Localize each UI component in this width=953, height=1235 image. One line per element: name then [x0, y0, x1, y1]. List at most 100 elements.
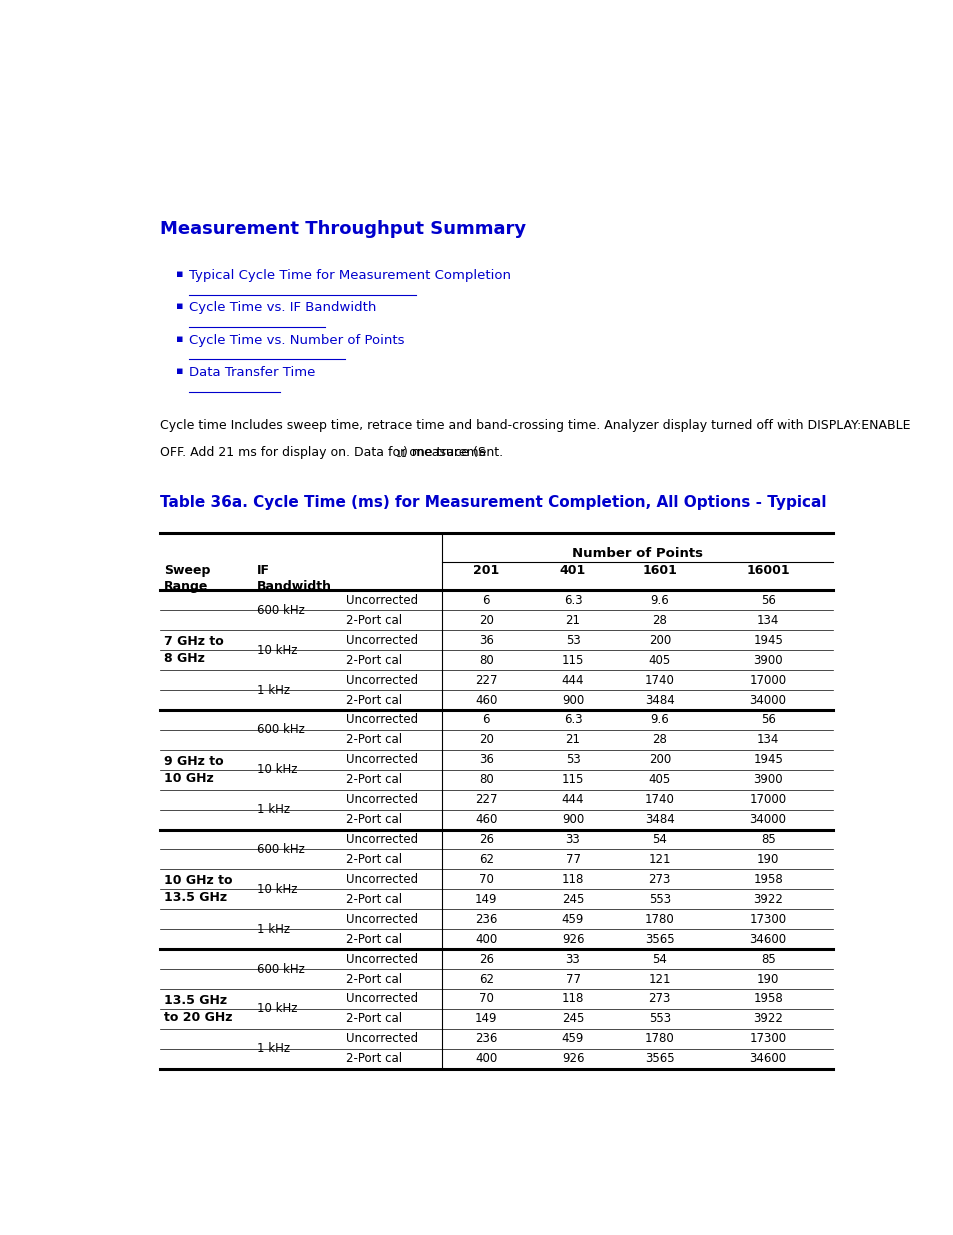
- Text: 2-Port cal: 2-Port cal: [346, 1052, 402, 1066]
- Text: 900: 900: [561, 694, 583, 706]
- Text: 28: 28: [652, 614, 666, 627]
- Text: Table 36a. Cycle Time (ms) for Measurement Completion, All Options - Typical: Table 36a. Cycle Time (ms) for Measureme…: [160, 495, 825, 510]
- Text: 21: 21: [565, 734, 580, 746]
- Text: 1740: 1740: [644, 673, 674, 687]
- Text: 3900: 3900: [753, 773, 782, 787]
- Text: Uncorrected: Uncorrected: [346, 673, 417, 687]
- Text: Cycle Time vs. Number of Points: Cycle Time vs. Number of Points: [190, 333, 405, 347]
- Text: 53: 53: [565, 753, 579, 766]
- Text: 34600: 34600: [749, 1052, 786, 1066]
- Text: 1780: 1780: [644, 913, 674, 926]
- Text: 77: 77: [565, 853, 580, 866]
- Text: 6: 6: [482, 594, 490, 606]
- Text: 926: 926: [561, 1052, 583, 1066]
- Text: 10 kHz: 10 kHz: [257, 763, 297, 777]
- Text: Uncorrected: Uncorrected: [346, 714, 417, 726]
- Text: 149: 149: [475, 893, 497, 905]
- Text: 115: 115: [561, 773, 583, 787]
- Text: 10 kHz: 10 kHz: [257, 883, 297, 895]
- Text: 20: 20: [478, 614, 493, 627]
- Text: 26: 26: [478, 952, 494, 966]
- Text: 236: 236: [475, 913, 497, 926]
- Text: 1 kHz: 1 kHz: [257, 923, 290, 936]
- Text: 10 GHz to
13.5 GHz: 10 GHz to 13.5 GHz: [164, 874, 233, 904]
- Text: Uncorrected: Uncorrected: [346, 753, 417, 766]
- Text: IF
Bandwidth: IF Bandwidth: [257, 563, 332, 593]
- Text: 134: 134: [756, 614, 779, 627]
- Text: Uncorrected: Uncorrected: [346, 952, 417, 966]
- Text: Uncorrected: Uncorrected: [346, 1032, 417, 1045]
- Text: 54: 54: [652, 952, 666, 966]
- Text: 900: 900: [561, 813, 583, 826]
- Text: 56: 56: [760, 594, 775, 606]
- Text: 56: 56: [760, 714, 775, 726]
- Text: 10 kHz: 10 kHz: [257, 1003, 297, 1015]
- Text: 26: 26: [478, 834, 494, 846]
- Text: 460: 460: [475, 694, 497, 706]
- Text: 401: 401: [559, 563, 585, 577]
- Text: Uncorrected: Uncorrected: [346, 634, 417, 647]
- Text: 28: 28: [652, 734, 666, 746]
- Text: 600 kHz: 600 kHz: [257, 724, 305, 736]
- Text: Cycle Time vs. IF Bandwidth: Cycle Time vs. IF Bandwidth: [190, 301, 376, 314]
- Text: 85: 85: [760, 952, 775, 966]
- Text: 9 GHz to
10 GHz: 9 GHz to 10 GHz: [164, 755, 224, 784]
- Text: 6.3: 6.3: [563, 594, 581, 606]
- Text: 1 kHz: 1 kHz: [257, 803, 290, 816]
- Text: 1740: 1740: [644, 793, 674, 806]
- Text: Uncorrected: Uncorrected: [346, 873, 417, 885]
- Text: Uncorrected: Uncorrected: [346, 834, 417, 846]
- Text: 1 kHz: 1 kHz: [257, 683, 290, 697]
- Text: 34000: 34000: [749, 694, 786, 706]
- Text: 2-Port cal: 2-Port cal: [346, 773, 402, 787]
- Text: 2-Port cal: 2-Port cal: [346, 694, 402, 706]
- Text: 2-Port cal: 2-Port cal: [346, 1013, 402, 1025]
- Text: 115: 115: [561, 653, 583, 667]
- Text: 11: 11: [395, 450, 408, 458]
- Text: Sweep
Range: Sweep Range: [164, 563, 211, 593]
- Text: 80: 80: [478, 773, 493, 787]
- Text: 1958: 1958: [753, 993, 782, 1005]
- Text: 118: 118: [561, 993, 583, 1005]
- Text: 444: 444: [561, 793, 583, 806]
- Text: 21: 21: [565, 614, 580, 627]
- Text: 7 GHz to
8 GHz: 7 GHz to 8 GHz: [164, 635, 224, 666]
- Text: Measurement Throughput Summary: Measurement Throughput Summary: [160, 220, 525, 237]
- Text: 85: 85: [760, 834, 775, 846]
- Text: 34000: 34000: [749, 813, 786, 826]
- Text: 1958: 1958: [753, 873, 782, 885]
- Text: 1780: 1780: [644, 1032, 674, 1045]
- Text: 34600: 34600: [749, 932, 786, 946]
- Text: 134: 134: [756, 734, 779, 746]
- Text: 17000: 17000: [749, 793, 786, 806]
- Text: 20: 20: [478, 734, 493, 746]
- Text: Uncorrected: Uncorrected: [346, 594, 417, 606]
- Text: 190: 190: [756, 972, 779, 986]
- Text: 3484: 3484: [644, 813, 674, 826]
- Text: Typical Cycle Time for Measurement Completion: Typical Cycle Time for Measurement Compl…: [190, 269, 511, 282]
- Text: 6.3: 6.3: [563, 714, 581, 726]
- Text: 149: 149: [475, 1013, 497, 1025]
- Text: 2-Port cal: 2-Port cal: [346, 853, 402, 866]
- Text: 3900: 3900: [753, 653, 782, 667]
- Text: ) measurement.: ) measurement.: [402, 446, 502, 459]
- Text: Number of Points: Number of Points: [572, 547, 702, 559]
- Text: 10 kHz: 10 kHz: [257, 643, 297, 657]
- Text: 53: 53: [565, 634, 579, 647]
- Text: 405: 405: [648, 653, 670, 667]
- Text: 3565: 3565: [644, 932, 674, 946]
- Text: 118: 118: [561, 873, 583, 885]
- Text: 1 kHz: 1 kHz: [257, 1042, 290, 1055]
- Text: 2-Port cal: 2-Port cal: [346, 893, 402, 905]
- Text: 9.6: 9.6: [650, 594, 668, 606]
- Text: Data Transfer Time: Data Transfer Time: [190, 366, 315, 379]
- Text: 33: 33: [565, 834, 579, 846]
- Text: 200: 200: [648, 634, 670, 647]
- Text: 3484: 3484: [644, 694, 674, 706]
- Text: 1601: 1601: [641, 563, 677, 577]
- Text: 444: 444: [561, 673, 583, 687]
- Text: 3922: 3922: [753, 893, 782, 905]
- Text: 9.6: 9.6: [650, 714, 668, 726]
- Text: 201: 201: [473, 563, 498, 577]
- Text: 2-Port cal: 2-Port cal: [346, 932, 402, 946]
